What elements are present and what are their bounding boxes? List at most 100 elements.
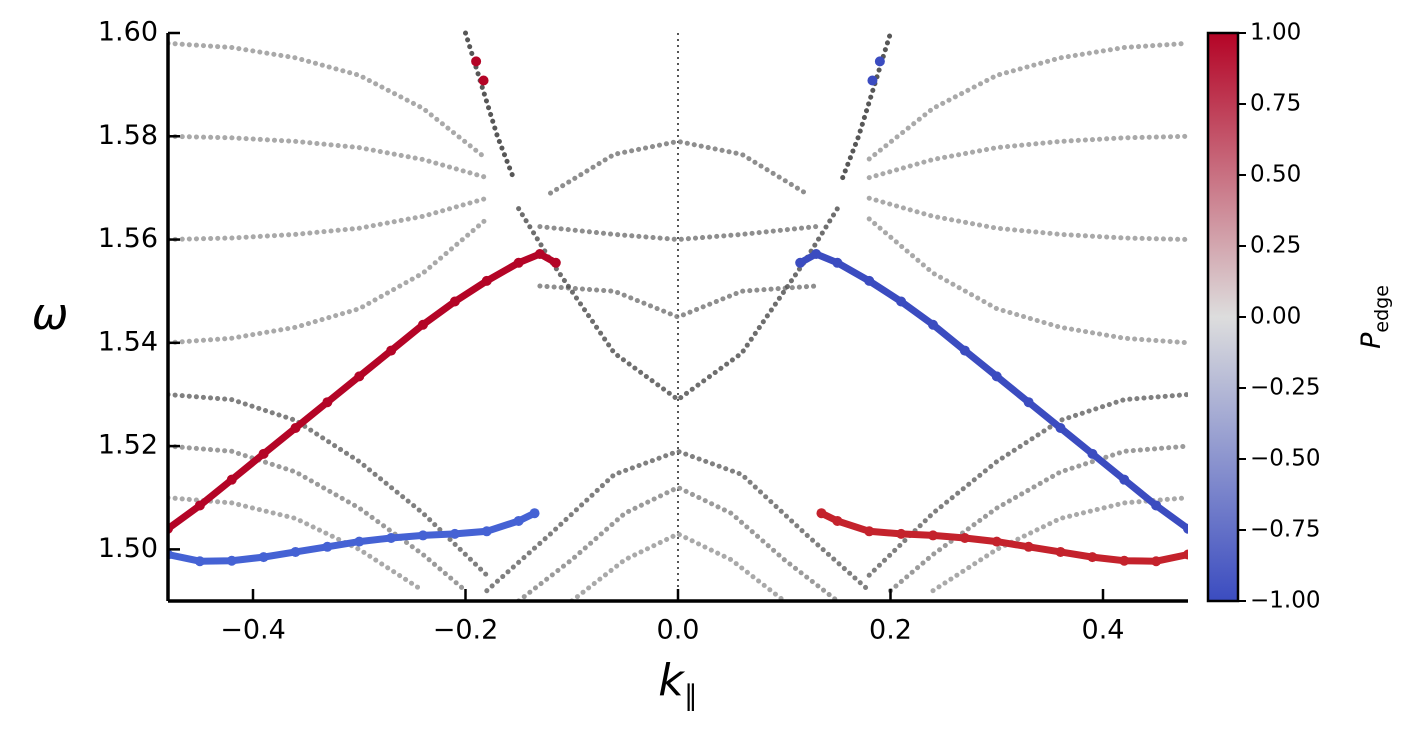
edge-state-point bbox=[1151, 556, 1162, 567]
edge-state-point bbox=[928, 530, 938, 541]
bulk-band bbox=[866, 216, 1188, 346]
edge-state-point bbox=[1119, 474, 1130, 485]
colorbar-tick-label: −1.00 bbox=[1250, 588, 1320, 614]
edge-state-point bbox=[449, 296, 460, 307]
edge-state-line bbox=[796, 250, 1188, 533]
edge-state-point bbox=[1183, 523, 1188, 534]
edge-state-point bbox=[1183, 549, 1188, 560]
edge-state-point bbox=[449, 528, 460, 539]
bulk-band bbox=[516, 484, 840, 601]
colorbar-tick-label: 0.00 bbox=[1250, 304, 1301, 330]
x-axis-label: k∥ bbox=[658, 655, 697, 712]
x-tick-label: 0.0 bbox=[657, 615, 700, 646]
edge-state-line bbox=[817, 509, 1188, 565]
colorbar-tick-label: 0.25 bbox=[1250, 233, 1301, 259]
colorbar-label: Pedge bbox=[1356, 285, 1393, 349]
x-label-main: k bbox=[658, 655, 685, 706]
bulk-band bbox=[888, 443, 1188, 594]
bulk-band bbox=[168, 133, 490, 181]
y-tick-label: 1.54 bbox=[98, 326, 158, 357]
edge-state-point bbox=[386, 533, 397, 544]
edge-state-point bbox=[811, 249, 822, 260]
x-tick-label: 0.4 bbox=[1082, 615, 1125, 646]
bulk-band bbox=[840, 30, 893, 181]
edge-state-point bbox=[322, 397, 333, 408]
edge-state-point bbox=[418, 319, 428, 330]
edge-state-point bbox=[896, 528, 907, 539]
edge-state-point bbox=[258, 552, 269, 563]
edge-state-point bbox=[874, 56, 885, 67]
edge-state-point bbox=[867, 75, 878, 86]
edge-state-point bbox=[959, 533, 970, 544]
y-tick-label: 1.56 bbox=[98, 223, 158, 254]
edge-state-point bbox=[481, 275, 492, 286]
edge-state-point bbox=[550, 257, 561, 268]
edge-state-point bbox=[290, 423, 301, 434]
edge-state-point bbox=[386, 345, 397, 356]
bulk-band bbox=[866, 40, 1188, 162]
edge-state-point bbox=[1119, 555, 1130, 566]
edge-state-point bbox=[194, 500, 205, 511]
edge-state-point bbox=[864, 526, 875, 537]
y-axis-label: ω bbox=[32, 289, 69, 340]
bulk-band bbox=[866, 392, 1188, 578]
edge-state-point bbox=[832, 257, 843, 268]
edge-state-point bbox=[832, 515, 843, 526]
x-label-sub: ∥ bbox=[684, 679, 698, 712]
bulk-band bbox=[168, 195, 490, 242]
edge-state-point bbox=[354, 536, 365, 547]
edge-state-point bbox=[1023, 541, 1034, 552]
plot-area bbox=[168, 30, 1188, 601]
bulk-band bbox=[168, 40, 490, 162]
x-tick-label: −0.2 bbox=[433, 615, 499, 646]
bulk-band bbox=[866, 133, 1188, 181]
edge-state-point bbox=[471, 56, 482, 67]
edge-state-point bbox=[1055, 546, 1066, 557]
bulk-band bbox=[930, 495, 1188, 594]
edge-state-point bbox=[290, 546, 301, 557]
edge-state-point bbox=[194, 556, 205, 567]
x-tick-label: 0.2 bbox=[869, 615, 912, 646]
colorbar-tick-label: −0.25 bbox=[1250, 375, 1320, 401]
bulk-band bbox=[866, 195, 1188, 242]
edge-state-point bbox=[529, 508, 540, 519]
bulk-band bbox=[537, 283, 819, 320]
edge-state-point bbox=[354, 371, 365, 382]
edge-state-point bbox=[959, 345, 970, 356]
edge-state-point bbox=[816, 508, 827, 519]
edge-state-point bbox=[534, 249, 545, 260]
colorbar-tick-label: −0.75 bbox=[1250, 517, 1320, 543]
edge-state-point bbox=[1055, 423, 1066, 434]
edge-state-point bbox=[864, 275, 875, 286]
colorbar-tick-label: 0.50 bbox=[1250, 162, 1301, 188]
edge-state-point bbox=[928, 319, 938, 330]
edge-state-point bbox=[1151, 500, 1162, 511]
edge-state-point bbox=[1023, 397, 1034, 408]
edge-state-point bbox=[991, 371, 1002, 382]
colorbar-label-main: P bbox=[1356, 332, 1387, 349]
edge-state-point bbox=[513, 515, 524, 526]
bulk-band bbox=[168, 216, 490, 346]
edge-state-point bbox=[226, 555, 237, 566]
edge-state-point bbox=[513, 257, 524, 268]
colorbar-tick-label: −0.50 bbox=[1250, 446, 1320, 472]
bulk-band bbox=[548, 138, 808, 196]
y-tick-label: 1.58 bbox=[98, 120, 158, 151]
bulk-band bbox=[537, 224, 819, 243]
edge-state-point bbox=[258, 448, 269, 459]
y-tick-label: 1.52 bbox=[98, 430, 158, 461]
edge-state-point bbox=[1087, 448, 1098, 459]
edge-state-point bbox=[1087, 552, 1098, 563]
bulk-band bbox=[168, 392, 490, 578]
x-tick-label: −0.4 bbox=[220, 615, 286, 646]
bulk-band bbox=[168, 443, 468, 594]
y-tick-label: 1.60 bbox=[98, 17, 158, 48]
edge-state-line bbox=[168, 250, 560, 533]
edge-state-point bbox=[481, 526, 492, 537]
edge-state-point bbox=[896, 296, 907, 307]
bulk-band bbox=[168, 495, 426, 594]
bulk-band bbox=[569, 531, 787, 601]
bulk-band bbox=[484, 448, 872, 594]
bulk-band bbox=[463, 30, 516, 181]
